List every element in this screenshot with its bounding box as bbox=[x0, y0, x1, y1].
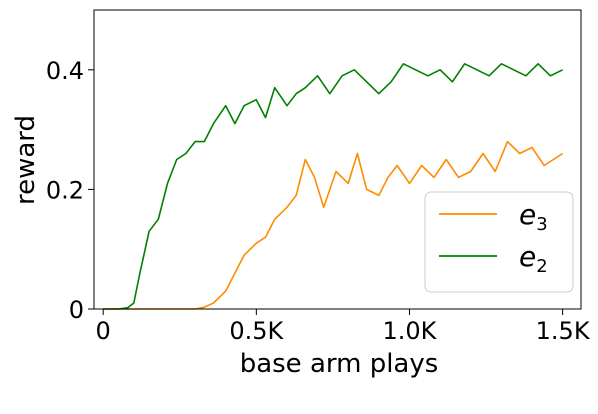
plot-frame bbox=[93, 9, 582, 310]
legend-box bbox=[424, 191, 574, 293]
series-line-e3 bbox=[103, 140, 564, 310]
x-axis-label: base arm plays bbox=[240, 349, 439, 379]
x-tick-label: 1.5K bbox=[536, 317, 591, 345]
y-tick-label: 0.2 bbox=[46, 176, 84, 204]
y-tick-label: 0 bbox=[69, 296, 84, 324]
x-tick-label: 0.5K bbox=[229, 317, 284, 345]
plot-area bbox=[93, 9, 582, 310]
x-axis: 0 0.5K 1.0K 1.5K bbox=[96, 309, 591, 345]
y-tick-label: 0.4 bbox=[46, 57, 84, 85]
y-axis: 0 0.2 0.4 bbox=[46, 57, 94, 324]
x-tick-label: 1.0K bbox=[383, 317, 438, 345]
series-line-e2 bbox=[103, 62, 563, 310]
x-tick-label: 0 bbox=[96, 317, 111, 345]
y-axis-label: reward bbox=[11, 115, 41, 205]
